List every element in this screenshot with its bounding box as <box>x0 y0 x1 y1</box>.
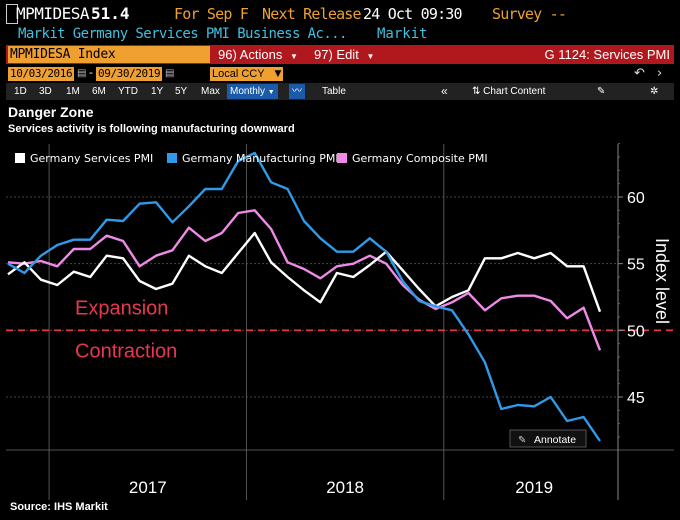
frequency-select[interactable]: Monthly ▼ <box>227 84 278 99</box>
y-axis: 45 50 55 60 Index level <box>617 143 672 500</box>
actions-label: 96) Actions <box>218 47 283 62</box>
source-name: Markit <box>377 26 428 42</box>
x-tick-label: 2019 <box>515 478 553 497</box>
series-line-germany-composite-pmi <box>7 209 602 351</box>
security-description: Markit Germany Services PMI Business Ac.… <box>18 26 347 42</box>
legend-label: Germany Services PMI <box>30 152 153 165</box>
chart-subtitle: Services activity is following manufactu… <box>8 123 295 135</box>
annotate-label: Annotate <box>534 434 576 446</box>
end-date-input[interactable]: 09/30/2019 <box>96 67 163 81</box>
survey-value: Survey -- <box>492 5 567 23</box>
line-chart-icon[interactable]: 〰 <box>289 84 305 99</box>
y-tick-label: 55 <box>627 257 645 274</box>
y-axis-label: Index level <box>652 238 672 324</box>
y-tick-label: 60 <box>627 190 645 207</box>
chart-legend: Germany Services PMI Germany Manufacturin… <box>15 152 488 165</box>
range-5y[interactable]: 5Y <box>175 86 188 97</box>
graph-title: G 1124: Services PMI <box>544 47 670 62</box>
y-tick-label: 45 <box>627 390 645 407</box>
frequency-label: Monthly <box>230 86 266 97</box>
chart-source: Source: IHS Markit <box>10 501 108 513</box>
range-1m[interactable]: 1M <box>66 86 80 97</box>
y-tick-label: 50 <box>627 323 645 340</box>
calendar-icon[interactable]: ▤ <box>77 68 87 79</box>
start-date-input[interactable]: 10/03/2016 <box>8 67 75 81</box>
x-axis-labels: 2017 2018 2019 <box>129 478 553 497</box>
date-separator: - <box>89 66 93 79</box>
chart-annotations: Expansion Contraction <box>75 297 177 362</box>
series-line-germany-manufacturing-pmi <box>7 151 601 442</box>
range-1y[interactable]: 1Y <box>151 86 164 97</box>
ticker-symbol[interactable]: MPMIDESA <box>16 4 90 23</box>
security-selector-icon[interactable] <box>6 4 18 24</box>
contraction-label: Contraction <box>75 340 177 362</box>
calendar-icon[interactable]: ▤ <box>165 68 175 79</box>
x-tick-label: 2017 <box>129 478 167 497</box>
legend-swatch <box>337 153 347 163</box>
chevron-down-icon[interactable]: ▼ <box>273 67 283 81</box>
currency-select[interactable]: Local CCY <box>210 67 274 81</box>
edit-button[interactable]: 97) Edit ▼ <box>314 46 374 63</box>
series-line-germany-services-pmi <box>7 231 602 313</box>
range-3d[interactable]: 3D <box>39 86 52 97</box>
chevron-down-icon: ▼ <box>267 89 275 96</box>
ticker-line: MPMIDESA 51.4 For Sep F Next Release 24 … <box>0 0 680 26</box>
range-ytd[interactable]: YTD <box>118 86 138 97</box>
chart-content-label: Chart Content <box>483 86 546 97</box>
chart-toolbar <box>6 83 674 100</box>
forward-icon[interactable]: › <box>657 66 663 81</box>
next-release-value: 24 Oct 09:30 <box>363 5 463 23</box>
expansion-label: Expansion <box>75 297 168 319</box>
year-separators <box>6 144 674 500</box>
edit-pencil-icon[interactable]: ✎ <box>597 86 606 97</box>
chart-content-button[interactable]: ⇅ Chart Content <box>472 84 545 99</box>
series-lines <box>7 151 602 442</box>
chevron-down-icon: ▼ <box>366 52 375 61</box>
range-1d[interactable]: 1D <box>14 86 27 97</box>
legend-swatch <box>15 153 25 163</box>
range-6m[interactable]: 6M <box>92 86 106 97</box>
annotate-pencil-icon: ✎ <box>518 435 526 446</box>
line-chart[interactable]: 45 50 55 60 Index level 2017 2018 2019 Germany… <box>0 140 680 500</box>
range-max[interactable]: Max <box>201 86 220 97</box>
actions-button[interactable]: 96) Actions ▼ <box>218 46 298 63</box>
table-button[interactable]: Table <box>322 86 346 97</box>
annotate-button[interactable]: ✎ Annotate <box>509 429 587 448</box>
chevron-down-icon: ▼ <box>289 52 298 61</box>
chart-title: Danger Zone <box>8 104 94 120</box>
x-tick-label: 2018 <box>326 478 364 497</box>
index-name-field[interactable]: MPMIDESA Index <box>8 46 210 63</box>
legend-label: Germany Manufacturing PMI <box>182 152 339 165</box>
next-release-label: Next Release <box>262 5 362 23</box>
collapse-left-icon[interactable]: « <box>441 84 448 98</box>
undo-icon[interactable]: ↶ <box>634 66 645 81</box>
for-period: For Sep F <box>174 5 249 23</box>
legend-swatch <box>167 153 177 163</box>
last-value: 51.4 <box>91 4 130 23</box>
chart-content-icon: ⇅ <box>472 86 481 97</box>
legend-label: Germany Composite PMI <box>352 152 488 165</box>
edit-label: 97) Edit <box>314 47 359 62</box>
settings-gear-icon[interactable]: ✲ <box>650 86 659 97</box>
